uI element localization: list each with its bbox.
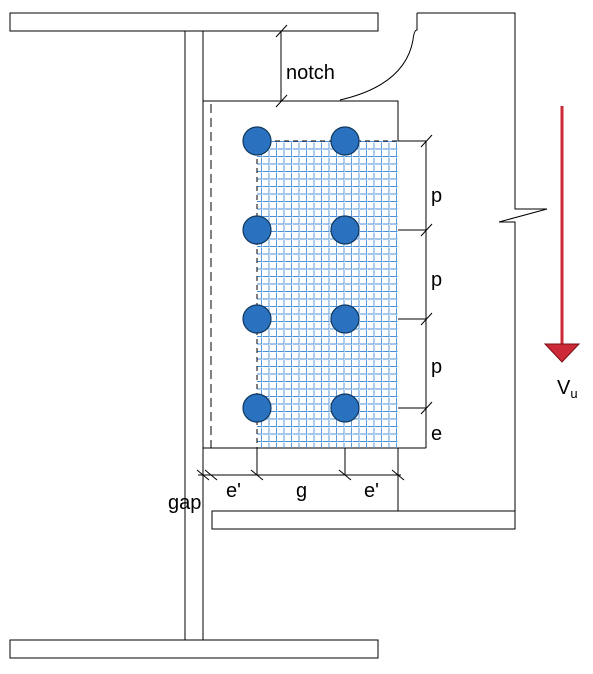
pitch-label-2: p bbox=[431, 269, 442, 291]
block-shear-area bbox=[257, 141, 398, 448]
bolt-hole bbox=[330, 126, 360, 156]
vertical-dimension bbox=[398, 134, 433, 449]
pitch-label-3: p bbox=[431, 356, 442, 378]
tick-col2 bbox=[338, 469, 352, 481]
bolt-hole bbox=[242, 215, 272, 245]
arrow-head bbox=[543, 343, 581, 363]
notch-dimension bbox=[275, 24, 288, 108]
shear-force-arrow bbox=[543, 106, 581, 363]
horizontal-dimension bbox=[196, 448, 405, 481]
tick-row2 bbox=[420, 223, 433, 237]
tick-row3 bbox=[420, 312, 433, 326]
beam-outline bbox=[211, 12, 548, 530]
bolt-hole bbox=[330, 393, 360, 423]
force-label-main: V bbox=[557, 377, 571, 399]
notch-label: notch bbox=[286, 62, 335, 84]
edge-label: e bbox=[431, 423, 442, 445]
gage-label: g bbox=[296, 480, 307, 502]
bolt-group bbox=[242, 126, 360, 423]
gap-label: gap bbox=[168, 492, 201, 514]
bolt-hole bbox=[242, 393, 272, 423]
tick-row1 bbox=[420, 134, 433, 148]
beam-cope-curve bbox=[339, 13, 418, 101]
column-top-flange bbox=[9, 12, 379, 32]
bolt-hole bbox=[242, 304, 272, 334]
column-bottom-flange bbox=[9, 639, 379, 659]
tick-gap-right bbox=[204, 469, 218, 481]
tick-gap-left bbox=[196, 469, 210, 481]
edge-transverse-label-right: e' bbox=[364, 480, 379, 502]
edge-transverse-label-left: e' bbox=[226, 480, 241, 502]
pitch-label-1: p bbox=[431, 185, 442, 207]
force-label: Vu bbox=[557, 377, 578, 401]
tick-col1 bbox=[250, 469, 264, 481]
bolt-hole bbox=[242, 126, 272, 156]
bolt-hole bbox=[330, 215, 360, 245]
tick-row4 bbox=[420, 401, 433, 415]
bolt-hole bbox=[330, 304, 360, 334]
notch-tick-bottom bbox=[275, 94, 288, 108]
notch-tick-top bbox=[275, 24, 288, 38]
force-label-subscript: u bbox=[570, 386, 577, 401]
tick-plate-edge bbox=[391, 469, 405, 481]
